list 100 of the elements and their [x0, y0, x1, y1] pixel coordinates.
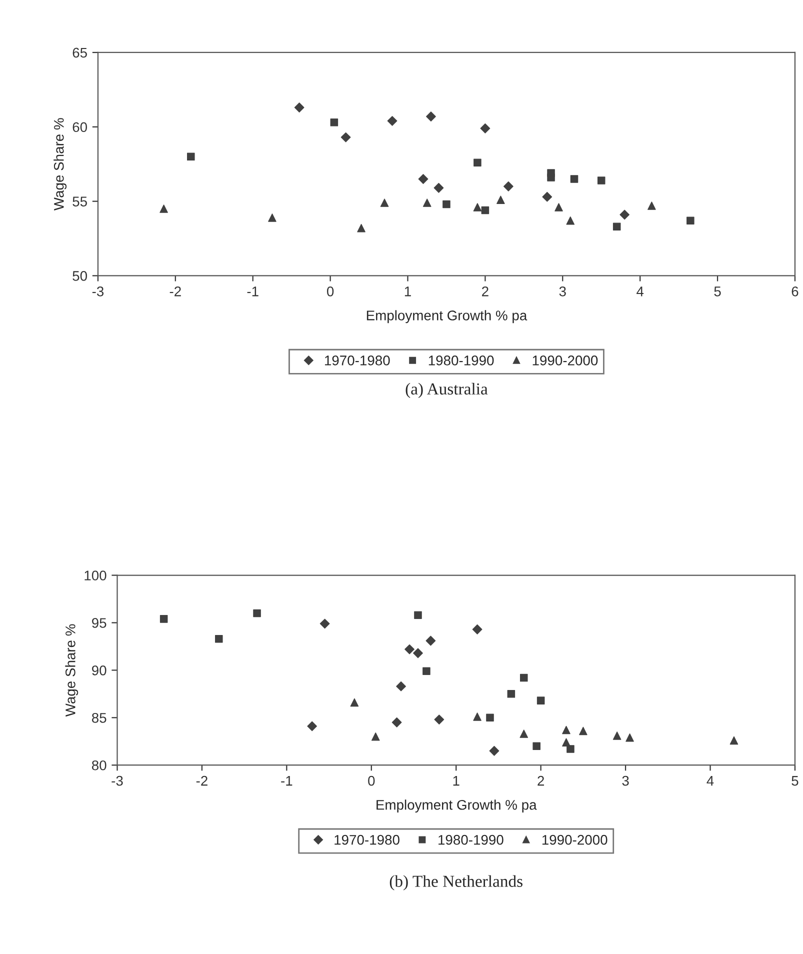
point	[489, 746, 500, 756]
point	[422, 198, 432, 207]
point	[620, 210, 630, 220]
point	[520, 730, 528, 738]
point	[392, 717, 402, 728]
y-tick-label: 100	[84, 570, 106, 580]
point	[503, 181, 514, 192]
point	[187, 152, 195, 161]
point	[320, 618, 330, 629]
point	[357, 224, 366, 232]
x-tick-label: 4	[636, 286, 644, 296]
x-axis-title: Employment Growth % pa	[376, 800, 537, 813]
point	[413, 648, 423, 658]
x-tick-label: 4	[706, 776, 714, 786]
point	[474, 158, 482, 166]
point	[547, 174, 555, 182]
x-tick-label: -1	[281, 776, 292, 786]
point	[597, 176, 606, 184]
point	[307, 721, 318, 732]
x-tick-label: 3	[622, 776, 629, 786]
legend-label: 1970-1980	[334, 834, 400, 845]
point	[481, 206, 490, 214]
point	[730, 736, 738, 745]
point	[396, 681, 406, 692]
point	[418, 174, 428, 184]
x-tick-label: 2	[482, 286, 488, 296]
point	[371, 732, 380, 741]
text: (b) The Netherlands	[390, 875, 522, 890]
x-tick-label: 0	[326, 286, 334, 296]
y-tick-label: 90	[92, 666, 106, 676]
point	[422, 667, 430, 676]
legend-label: 1970-1980	[324, 356, 390, 366]
x-tick-label: 0	[368, 776, 375, 786]
point	[486, 714, 494, 722]
x-tick-label: 2	[538, 776, 544, 786]
point	[434, 182, 444, 193]
point	[473, 203, 482, 212]
legend-label: 1990-2000	[542, 834, 608, 845]
x-tick-label: -2	[170, 286, 181, 296]
point	[520, 674, 528, 682]
point	[562, 738, 570, 746]
point	[380, 198, 389, 207]
x-tick-label: -3	[92, 286, 104, 296]
point	[686, 216, 694, 225]
point	[554, 203, 563, 212]
point	[579, 726, 588, 736]
point	[404, 644, 414, 654]
legend-label: 1990-2000	[532, 356, 598, 366]
point	[472, 624, 482, 634]
x-tick-label: -2	[196, 776, 208, 786]
point	[566, 216, 575, 225]
point	[570, 175, 578, 183]
x-tick-label: -3	[112, 776, 123, 786]
point	[507, 690, 516, 698]
point	[626, 733, 634, 742]
text: (a) Australia	[406, 382, 488, 398]
point	[340, 132, 351, 142]
legend-label: 1980-1990	[428, 356, 494, 366]
y-axis-title: Wage Share %	[65, 624, 78, 717]
point	[268, 214, 276, 222]
point	[566, 745, 574, 753]
point	[532, 742, 540, 750]
point	[215, 634, 223, 643]
point	[426, 636, 436, 646]
x-tick-label: 3	[559, 286, 566, 296]
point	[414, 611, 422, 620]
x-tick-label: 5	[714, 286, 721, 296]
point	[330, 118, 338, 126]
y-tick-label: 80	[92, 760, 106, 770]
y-tick-label: 50	[72, 271, 88, 281]
point	[253, 609, 261, 618]
point	[160, 615, 168, 623]
point	[480, 123, 490, 134]
point	[562, 726, 570, 734]
x-axis-title: Employment Growth % pa	[366, 310, 528, 324]
point	[612, 732, 622, 740]
point	[350, 698, 359, 707]
point	[648, 202, 656, 210]
point	[387, 116, 398, 126]
x-tick-label: 1	[453, 776, 460, 786]
y-tick-label: 85	[92, 712, 106, 723]
point	[473, 712, 482, 721]
y-tick-label: 55	[72, 196, 87, 206]
point	[434, 714, 444, 724]
y-axis-title: Wage Share %	[54, 118, 67, 210]
y-tick-label: 65	[72, 48, 87, 58]
point	[160, 204, 168, 213]
legend-label: 1980-1990	[438, 834, 504, 845]
point	[426, 112, 436, 122]
y-tick-label: 95	[92, 618, 106, 628]
point	[536, 696, 545, 704]
point	[496, 196, 505, 204]
point	[442, 200, 450, 208]
x-tick-label: 1	[404, 286, 411, 296]
x-tick-label: 5	[792, 776, 798, 786]
y-tick-label: 60	[72, 122, 88, 132]
point	[294, 102, 304, 112]
x-tick-label: 6	[792, 286, 798, 296]
point	[542, 192, 552, 202]
point	[612, 222, 621, 230]
